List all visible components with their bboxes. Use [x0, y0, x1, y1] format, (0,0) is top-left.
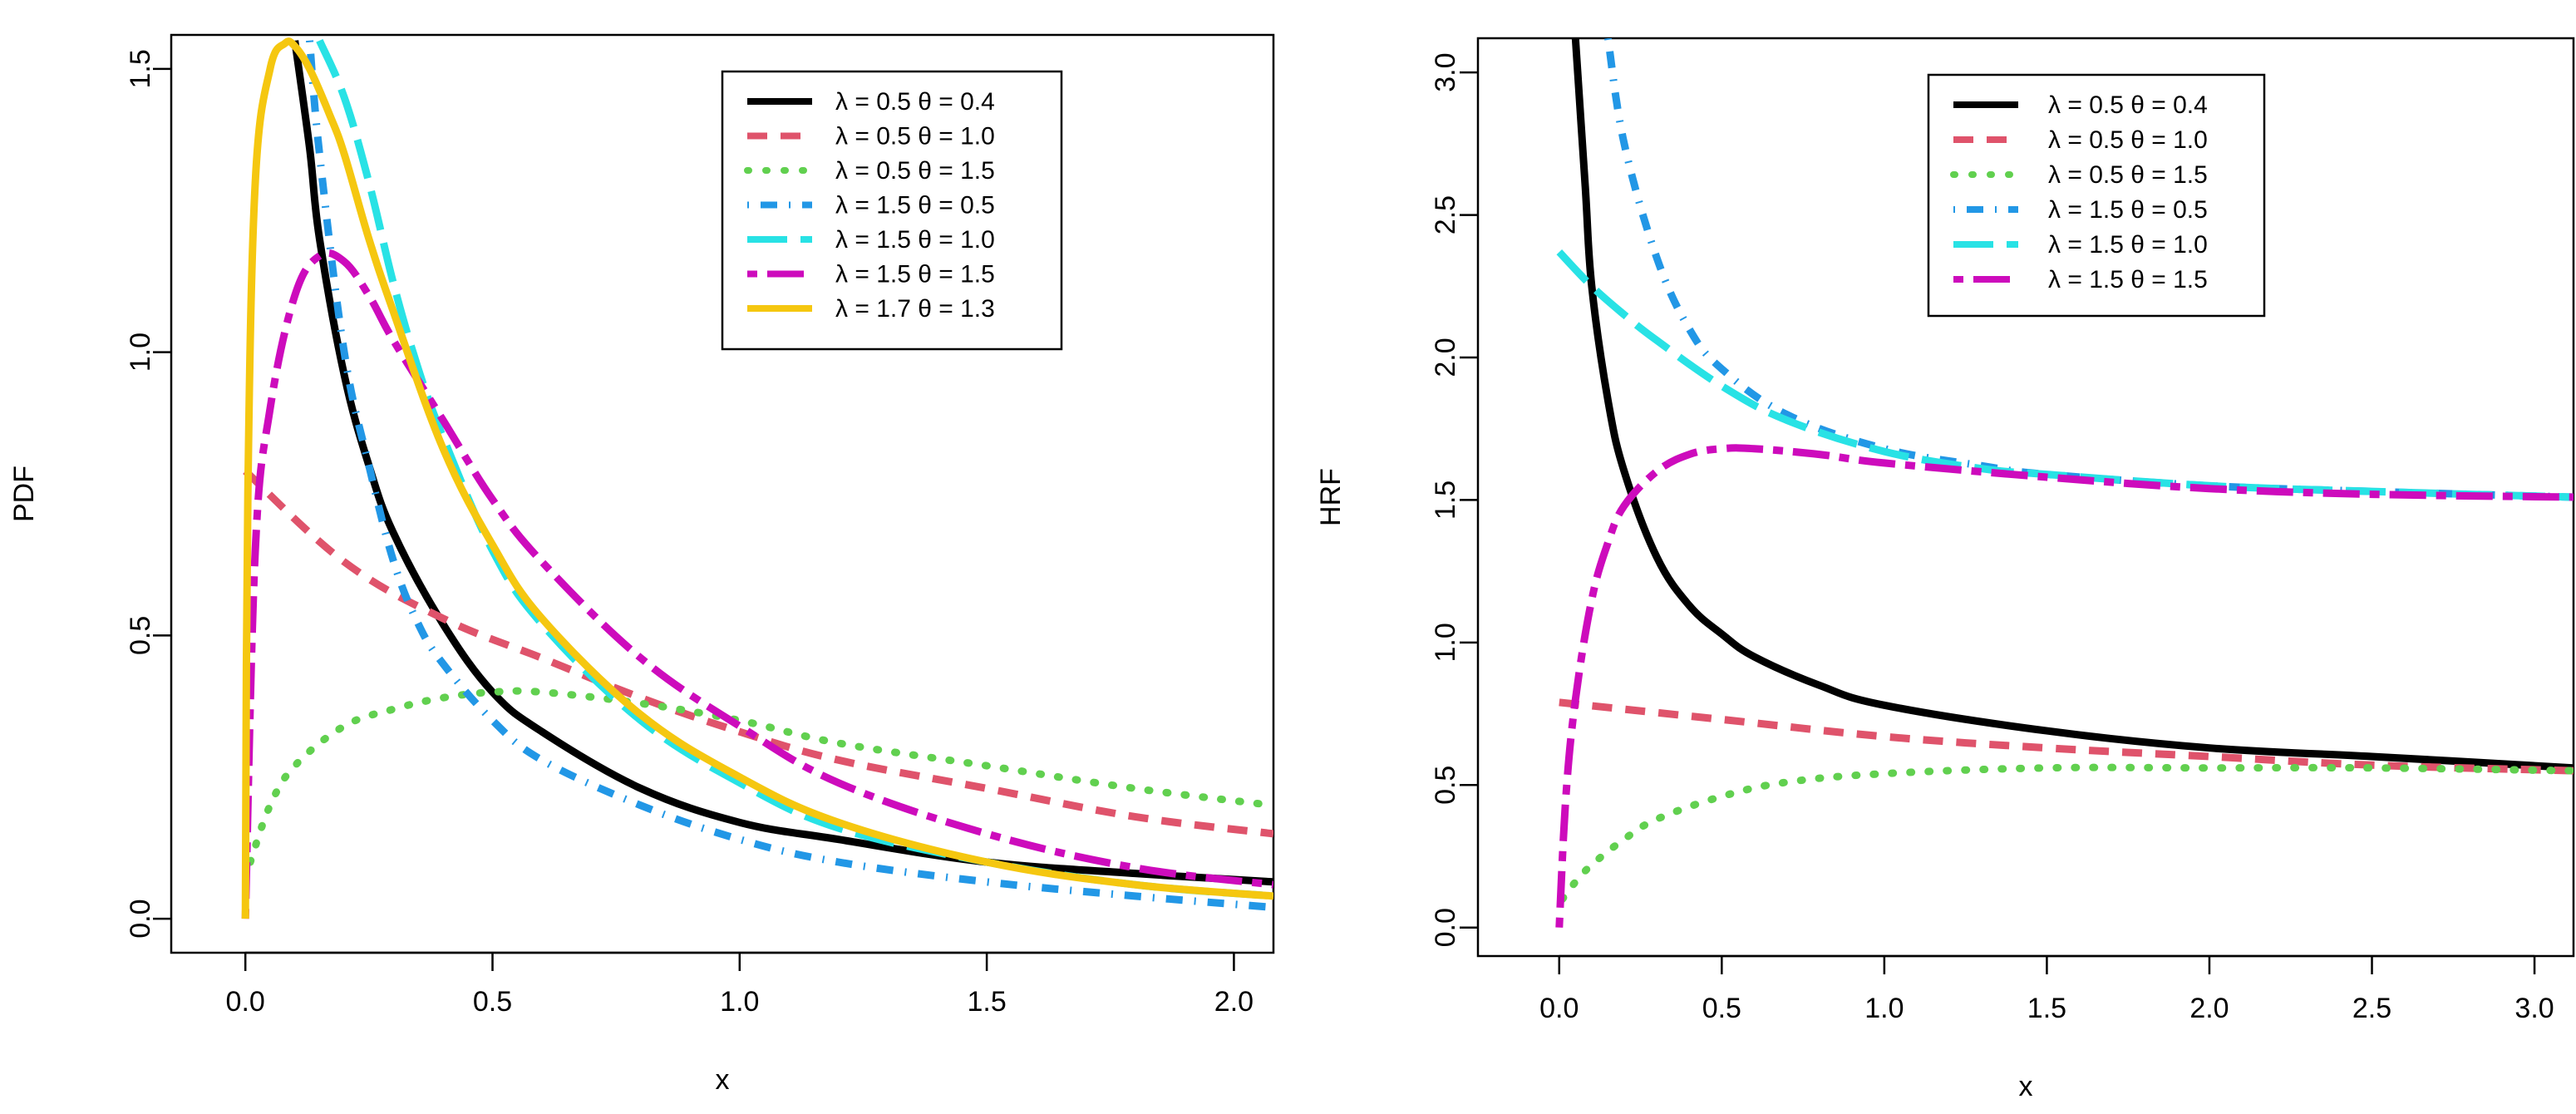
- legend-entry: λ = 1.5 θ = 1.0: [747, 226, 995, 254]
- x-axis-title: x: [2019, 1071, 2033, 1102]
- plot-area: [241, 37, 1273, 919]
- y-tick-label: 2.5: [1430, 195, 1461, 234]
- x-tick-label: 3.0: [2514, 993, 2554, 1024]
- legend-entry: λ = 0.5 θ = 1.5: [744, 157, 995, 185]
- series-line-0: [1571, 38, 2574, 772]
- legend-entry: λ = 1.5 θ = 1.5: [1953, 266, 2208, 293]
- y-tick-label: 1.0: [1430, 623, 1461, 662]
- y-tick-label: 0.0: [125, 899, 156, 938]
- legend-label: λ = 0.5 θ = 1.5: [2048, 161, 2208, 189]
- y-tick-label: 1.0: [125, 333, 156, 372]
- y-axis: 0.0 0.5 1.0 1.5 PDF: [8, 49, 171, 939]
- legend-entry: λ = 0.5 θ = 1.0: [747, 123, 995, 150]
- y-axis-title: PDF: [8, 466, 40, 522]
- x-tick-label: 2.5: [2352, 993, 2391, 1024]
- panel-pdf: 0.0 0.5 1.0 1.5 2.0 x 0.0 0.5 1.0 1.5 PDF λ = 0.5 θ…: [8, 33, 1275, 1096]
- x-tick-label: 2.0: [1214, 986, 1254, 1018]
- series-line-2: [246, 687, 1273, 866]
- y-tick-label: 2.0: [1430, 338, 1461, 377]
- series-line-3: [306, 40, 1273, 911]
- y-axis: 0.0 0.5 1.0 1.5 2.0 2.5 3.0 HRF: [1315, 53, 1478, 947]
- y-axis-title: HRF: [1315, 468, 1347, 526]
- x-tick-label: 2.0: [2189, 993, 2229, 1024]
- legend-box: [1927, 73, 2266, 318]
- legend-label: λ = 1.7 θ = 1.3: [835, 295, 995, 323]
- x-tick-label: 0.5: [473, 986, 512, 1018]
- legend-label: λ = 1.5 θ = 0.5: [2048, 196, 2208, 224]
- legend-entry: λ = 1.5 θ = 0.5: [747, 192, 995, 219]
- series-line-2: [1559, 763, 2574, 903]
- legend-entry: λ = 0.5 θ = 1.5: [1950, 161, 2208, 189]
- legend-entry: λ = 1.5 θ = 0.5: [1953, 196, 2208, 224]
- legend-label: λ = 0.5 θ = 0.4: [835, 88, 995, 116]
- legend-label: λ = 0.5 θ = 1.0: [2048, 126, 2208, 154]
- x-axis-title: x: [716, 1064, 730, 1096]
- x-tick-label: 1.0: [1864, 993, 1904, 1024]
- legend-label: λ = 0.5 θ = 0.4: [2048, 91, 2208, 119]
- y-tick-label: 3.0: [1430, 53, 1461, 92]
- legend-entry: λ = 0.5 θ = 1.0: [1953, 126, 2208, 154]
- x-tick-label: 0.0: [226, 986, 265, 1018]
- x-tick-label: 1.0: [720, 986, 759, 1018]
- legend-label: λ = 1.5 θ = 0.5: [835, 192, 995, 219]
- x-axis: 0.0 0.5 1.0 1.5 2.0 x: [226, 951, 1254, 1096]
- legend-entry: λ = 1.5 θ = 1.0: [1953, 231, 2208, 259]
- series-line-1: [243, 468, 1273, 838]
- legend-entry: λ = 0.5 θ = 0.4: [1953, 91, 2208, 119]
- legend-entry: λ = 1.5 θ = 1.5: [747, 261, 995, 288]
- legend-entry: λ = 1.7 θ = 1.3: [747, 295, 995, 323]
- legend-entry: λ = 0.5 θ = 0.4: [747, 88, 995, 116]
- y-tick-label: 1.5: [125, 49, 156, 88]
- legend-label: λ = 1.5 θ = 1.0: [2048, 231, 2208, 259]
- legend-label: λ = 0.5 θ = 1.5: [835, 157, 995, 185]
- legend-box: [721, 70, 1063, 351]
- series-line-5: [241, 249, 1273, 919]
- legend-label: λ = 1.5 θ = 1.5: [2048, 266, 2208, 293]
- y-tick-label: 0.5: [1430, 766, 1461, 805]
- legend-label: λ = 1.5 θ = 1.5: [835, 261, 995, 288]
- y-tick-label: 0.5: [125, 616, 156, 655]
- x-tick-label: 0.0: [1539, 993, 1579, 1024]
- x-axis: 0.0 0.5 1.0 1.5 2.0 2.5 3.0 x: [1539, 954, 2554, 1102]
- legend: λ = 0.5 θ = 0.4 λ = 0.5 θ = 1.0 λ = 0.5 θ …: [721, 70, 1063, 351]
- y-tick-label: 0.0: [1430, 908, 1461, 947]
- x-tick-label: 1.5: [2027, 993, 2066, 1024]
- legend-label: λ = 1.5 θ = 1.0: [835, 226, 995, 254]
- panel-hrf: 0.0 0.5 1.0 1.5 2.0 2.5 3.0 x 0.0 0.5 1.0 1.5 2.0 2.5…: [1315, 37, 2575, 1102]
- series-line-6: [241, 37, 1273, 919]
- plot-area: [1555, 38, 2574, 928]
- legend: λ = 0.5 θ = 0.4 λ = 0.5 θ = 1.0 λ = 0.5 θ …: [1927, 73, 2266, 318]
- x-tick-label: 0.5: [1702, 993, 1741, 1024]
- legend-label: λ = 0.5 θ = 1.0: [835, 123, 995, 150]
- y-tick-label: 1.5: [1430, 481, 1461, 520]
- series-line-5: [1555, 444, 2574, 928]
- x-tick-label: 1.5: [967, 986, 1006, 1018]
